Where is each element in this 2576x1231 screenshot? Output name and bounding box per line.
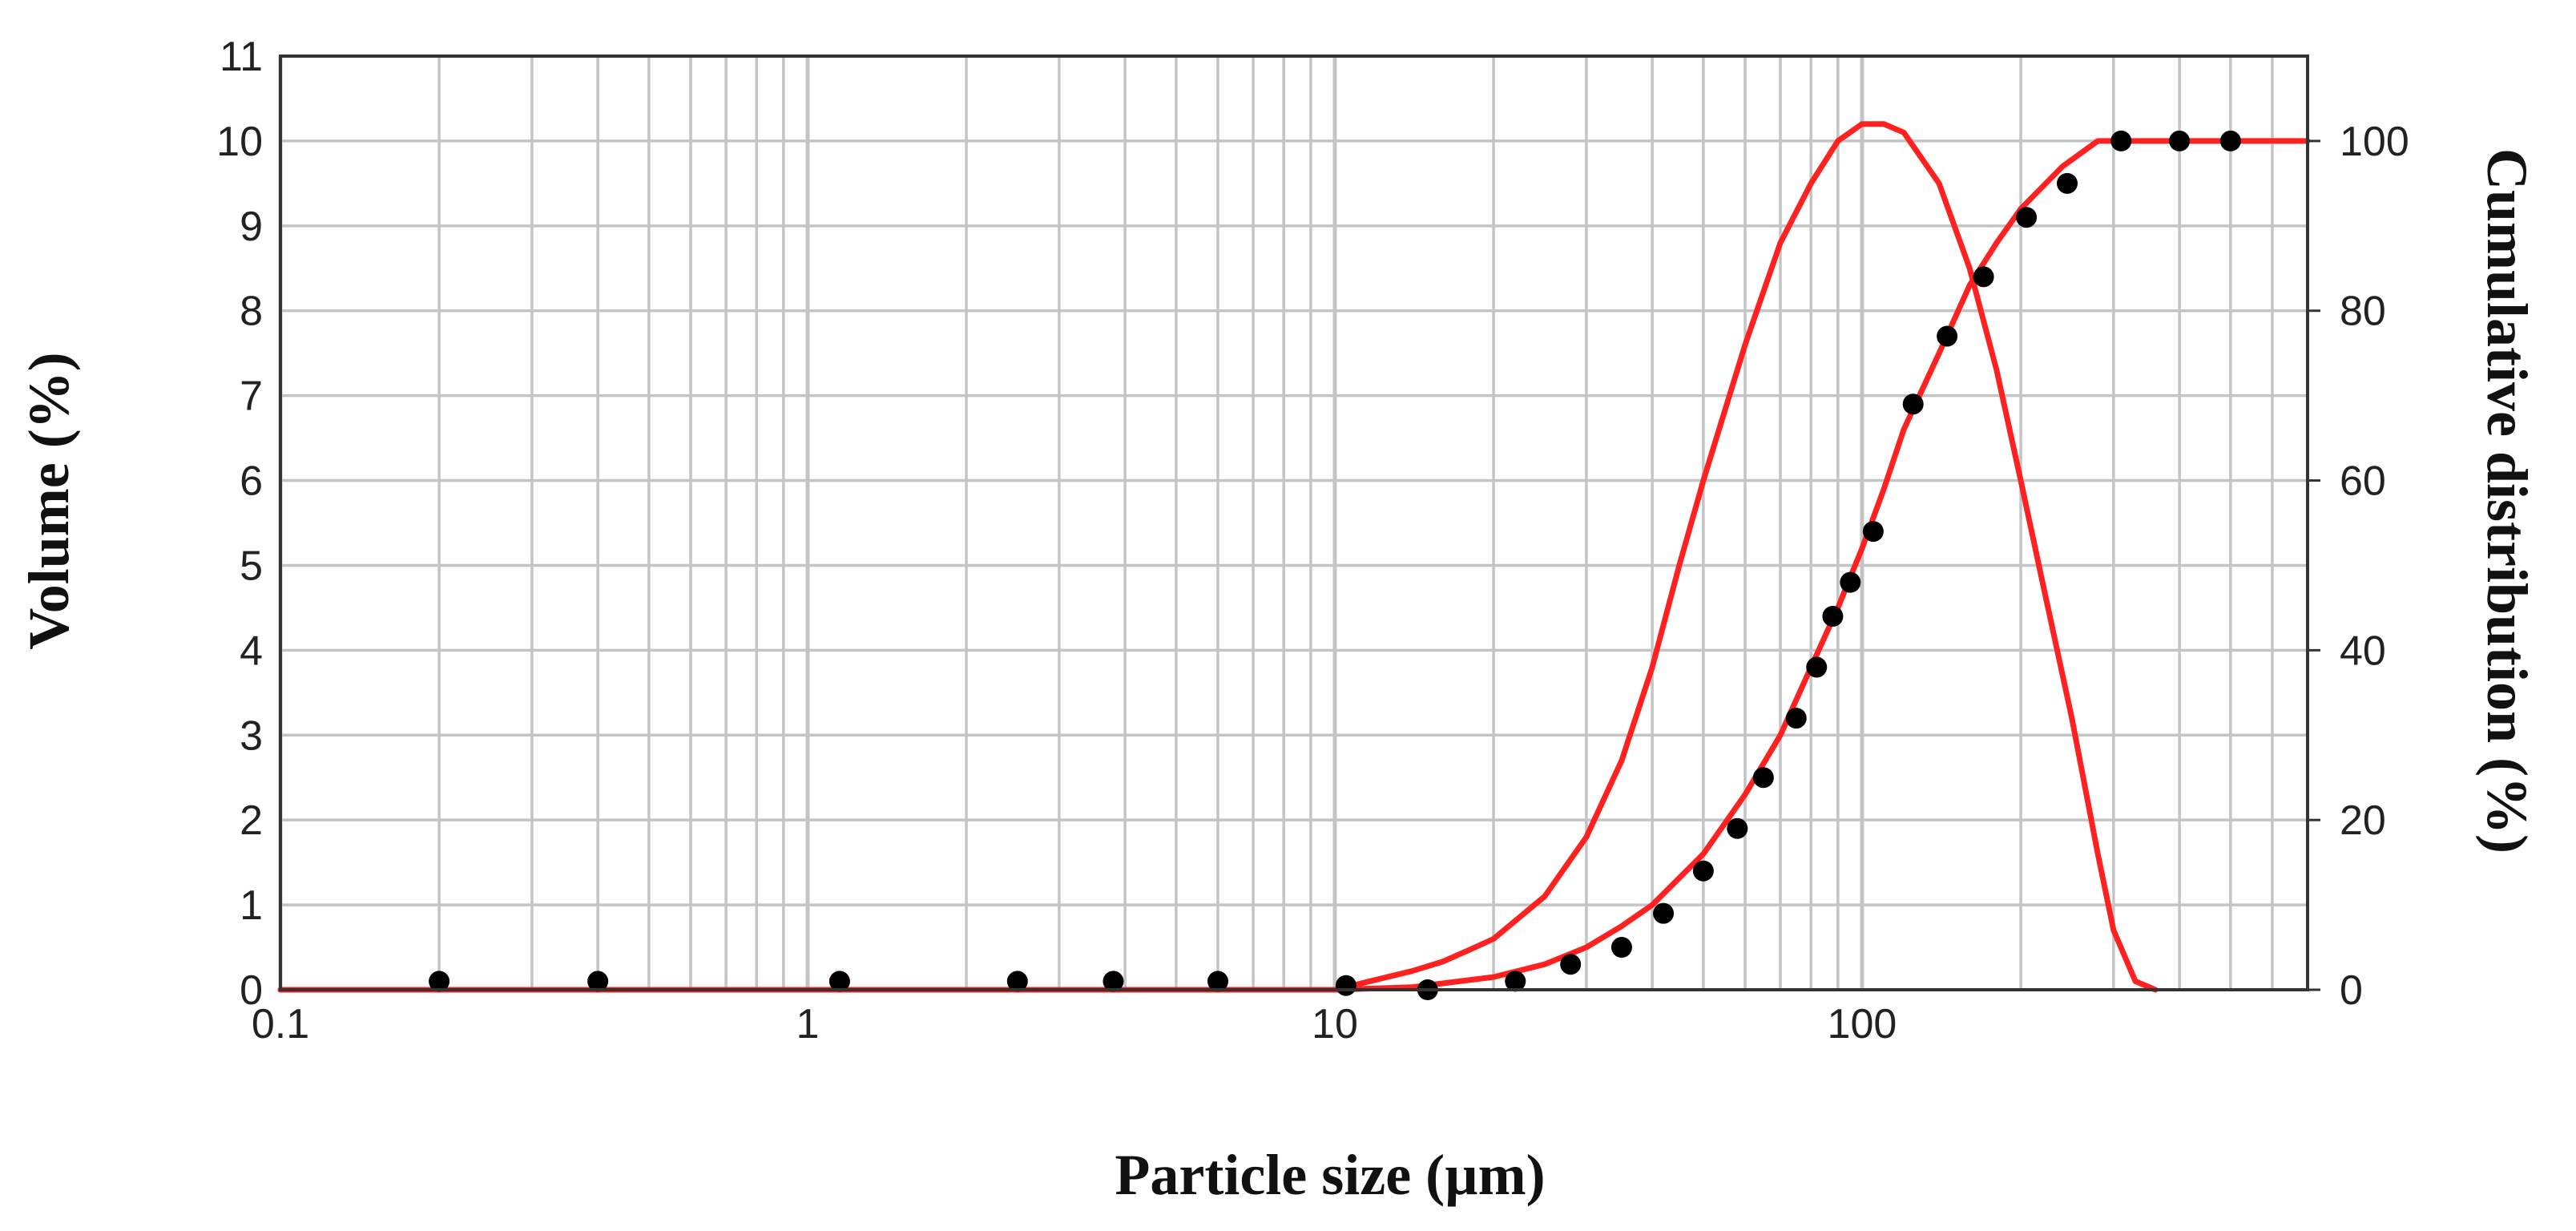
x-tick-label: 100 (1828, 1001, 1897, 1047)
data-point (1937, 325, 1958, 347)
data-point (1806, 656, 1828, 678)
data-point (1752, 767, 1774, 789)
y2-tick-label: 0 (2340, 967, 2363, 1014)
data-point (2219, 130, 2241, 151)
y-tick-label: 0 (240, 967, 263, 1014)
y2-tick-label: 20 (2340, 797, 2386, 844)
data-point (1862, 521, 1884, 543)
x-tick-label: 0.1 (252, 1001, 309, 1047)
x-tick-label: 10 (1312, 1001, 1358, 1047)
y2-tick-label: 100 (2340, 119, 2409, 165)
y-tick-label: 6 (240, 458, 263, 505)
data-point (1560, 954, 1582, 975)
data-point (1611, 937, 1632, 959)
x-axis-title: Particle size (µm) (1115, 1143, 1545, 1207)
grid (278, 54, 2309, 991)
y2-tick-label: 80 (2340, 289, 2386, 335)
data-point (1692, 860, 1714, 882)
y-tick-label: 4 (240, 628, 263, 674)
y-tick-label: 7 (240, 373, 263, 420)
data-point (1727, 817, 1748, 839)
y-tick-label: 3 (240, 712, 263, 759)
y2-tick-label: 40 (2340, 628, 2386, 674)
data-point (1973, 266, 1994, 288)
y-tick-label: 1 (240, 882, 263, 929)
y2-tick-label: 60 (2340, 458, 2386, 505)
y-tick-label: 10 (216, 119, 263, 165)
data-point (2110, 130, 2132, 151)
data-point (429, 971, 450, 992)
data-point (1822, 606, 1844, 627)
data-point (1653, 902, 1675, 924)
series-line-1 (277, 121, 2159, 993)
data-markers (429, 130, 2241, 1000)
data-point (2057, 172, 2078, 194)
data-point (2169, 130, 2191, 151)
data-point (2016, 207, 2038, 228)
y-axis-title: Volume (%) (17, 352, 81, 649)
data-point (587, 971, 609, 992)
x-tick-label: 1 (796, 1001, 820, 1047)
data-point (1840, 571, 1861, 593)
y-tick-label: 5 (240, 543, 263, 589)
data-point (1006, 971, 1028, 992)
data-point (828, 971, 850, 992)
data-point (1335, 975, 1357, 996)
data-point (1785, 708, 1807, 729)
y-tick-label: 9 (240, 204, 263, 250)
plot-frame (279, 54, 2309, 991)
data-point (1902, 394, 1924, 415)
y-tick-label: 2 (240, 797, 263, 844)
data-point (1505, 971, 1526, 992)
y2-axis-title: Cumulative distribution (%) (2475, 148, 2539, 854)
data-point (1207, 971, 1228, 992)
y-tick-label: 8 (240, 289, 263, 335)
data-point (1103, 971, 1124, 992)
y-tick-label: 11 (220, 34, 263, 80)
